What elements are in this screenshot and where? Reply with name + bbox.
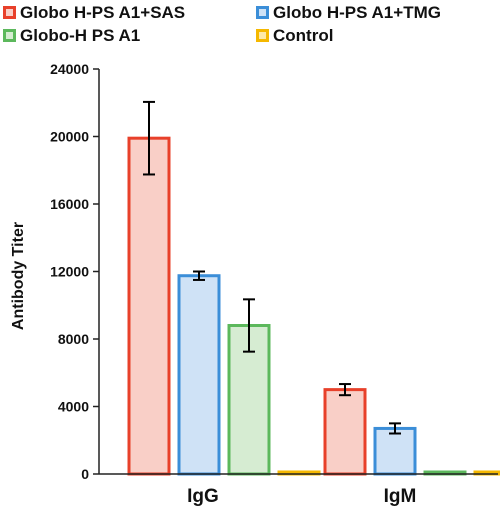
legend-label: Globo H-PS A1+TMG: [273, 3, 441, 22]
legend-swatch: [3, 29, 16, 42]
legend: Globo H-PS A1+SAS Globo H-PS A1+TMG Globo-…: [3, 3, 441, 45]
bar-igg-series-1: [127, 136, 171, 476]
bar-igm-series-2: [373, 426, 417, 476]
bar-igg-series-2: [177, 274, 221, 476]
bar-igm-series-1: [323, 388, 367, 476]
y-axis-title: Antibody Titer: [10, 222, 27, 330]
y-tick-label: 16000: [50, 196, 89, 212]
y-tick-label: 8000: [58, 331, 89, 347]
y-tick-label: 12000: [50, 264, 89, 280]
legend-label: Control: [273, 26, 333, 45]
y-tick-label: 0: [81, 466, 89, 482]
legend-swatch: [256, 6, 269, 19]
bars: [127, 100, 500, 476]
y-tick-label: 24000: [50, 61, 89, 77]
y-tick-label: 4000: [58, 399, 89, 415]
x-category-label: IgG: [187, 486, 219, 507]
legend-label: Globo H-PS A1+SAS: [20, 3, 185, 22]
y-tick-label: 20000: [50, 129, 89, 145]
legend-swatch: [256, 29, 269, 42]
legend-label: Globo-H PS A1: [20, 26, 140, 45]
legend-swatch: [3, 6, 16, 19]
y-axis: 0 4000 8000 12000 16000 20000 24000: [50, 61, 100, 482]
x-axis: IgG IgM: [99, 473, 498, 507]
x-category-label: IgM: [384, 486, 417, 507]
